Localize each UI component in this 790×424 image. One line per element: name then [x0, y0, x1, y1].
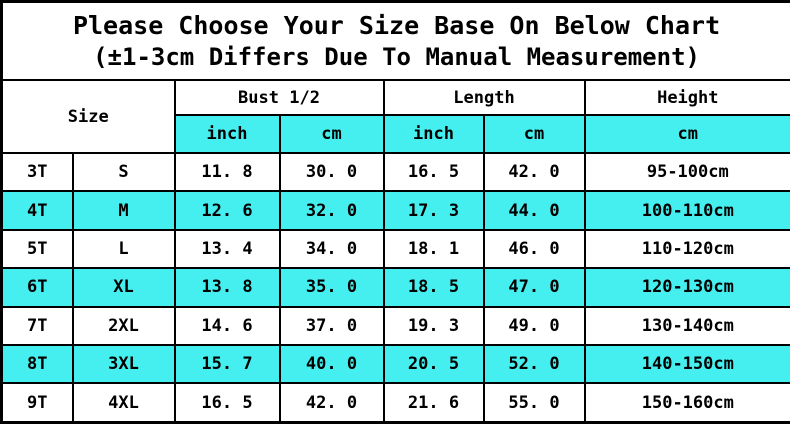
cell-bust-inch: 12. 6	[173, 190, 281, 231]
unit-length-inch: inch	[382, 114, 485, 154]
chart-title-cell: Please Choose Your Size Base On Below Ch…	[0, 0, 790, 81]
cell-length-inch: 19. 3	[382, 305, 485, 346]
cell-size-t: 3T	[0, 151, 74, 193]
cell-length-inch: 21. 6	[382, 382, 485, 424]
cell-bust-inch: 16. 5	[173, 382, 281, 424]
unit-height-cm: cm	[583, 114, 790, 154]
cell-length-inch: 18. 1	[382, 228, 485, 270]
cell-size-letter: XL	[71, 267, 176, 308]
cell-length-cm: 55. 0	[482, 382, 586, 424]
header-length: Length	[382, 79, 586, 116]
cell-bust-cm: 40. 0	[278, 343, 385, 385]
cell-bust-cm: 34. 0	[278, 228, 385, 270]
cell-bust-cm: 42. 0	[278, 382, 385, 424]
header-height: Height	[583, 79, 790, 116]
cell-height: 150-160cm	[583, 382, 790, 424]
group-header-row: Size Bust 1/2 Length Height	[0, 79, 790, 154]
title-row: Please Choose Your Size Base On Below Ch…	[0, 0, 790, 81]
cell-length-cm: 47. 0	[482, 267, 586, 308]
cell-size-t: 4T	[0, 190, 74, 231]
cell-size-t: 6T	[0, 267, 74, 308]
cell-length-inch: 18. 5	[382, 267, 485, 308]
table-row: 3T S 11. 8 30. 0 16. 5 42. 0 95-100cm	[0, 151, 790, 193]
header-bust: Bust 1/2	[173, 79, 385, 116]
cell-bust-cm: 37. 0	[278, 305, 385, 346]
cell-size-t: 8T	[0, 343, 74, 385]
cell-height: 120-130cm	[583, 267, 790, 308]
cell-bust-cm: 35. 0	[278, 267, 385, 308]
cell-length-cm: 49. 0	[482, 305, 586, 346]
table-row: 9T 4XL 16. 5 42. 0 21. 6 55. 0 150-160cm	[0, 382, 790, 424]
table-row: 5T L 13. 4 34. 0 18. 1 46. 0 110-120cm	[0, 228, 790, 270]
cell-size-t: 9T	[0, 382, 74, 424]
table-row: 4T M 12. 6 32. 0 17. 3 44. 0 100-110cm	[0, 190, 790, 231]
cell-size-letter: 4XL	[71, 382, 176, 424]
table-row: 7T 2XL 14. 6 37. 0 19. 3 49. 0 130-140cm	[0, 305, 790, 346]
cell-height: 130-140cm	[583, 305, 790, 346]
cell-length-inch: 20. 5	[382, 343, 485, 385]
cell-bust-inch: 13. 4	[173, 228, 281, 270]
cell-bust-inch: 14. 6	[173, 305, 281, 346]
unit-bust-inch: inch	[173, 114, 281, 154]
cell-bust-inch: 11. 8	[173, 151, 281, 193]
cell-size-letter: L	[71, 228, 176, 270]
table-row: 8T 3XL 15. 7 40. 0 20. 5 52. 0 140-150cm	[0, 343, 790, 385]
cell-size-t: 5T	[0, 228, 74, 270]
unit-header-row: inch cm inch cm cm	[2, 114, 790, 154]
cell-bust-cm: 32. 0	[278, 190, 385, 231]
unit-bust-cm: cm	[278, 114, 385, 154]
page-title: Please Choose Your Size Base On Below Ch…	[72, 10, 721, 40]
header-size: Size	[0, 79, 176, 154]
table-row: 6T XL 13. 8 35. 0 18. 5 47. 0 120-130cm	[0, 267, 790, 308]
unit-length-cm: cm	[482, 114, 586, 154]
cell-size-t: 7T	[0, 305, 74, 346]
cell-bust-inch: 13. 8	[173, 267, 281, 308]
cell-bust-inch: 15. 7	[173, 343, 281, 385]
cell-size-letter: 2XL	[71, 305, 176, 346]
cell-size-letter: S	[71, 151, 176, 193]
cell-height: 95-100cm	[583, 151, 790, 193]
cell-height: 140-150cm	[583, 343, 790, 385]
cell-length-cm: 46. 0	[482, 228, 586, 270]
cell-length-inch: 16. 5	[382, 151, 485, 193]
cell-height: 110-120cm	[583, 228, 790, 270]
page-subtitle: (±1-3cm Differs Due To Manual Measuremen…	[93, 43, 700, 72]
cell-length-cm: 52. 0	[482, 343, 586, 385]
cell-height: 100-110cm	[583, 190, 790, 231]
cell-bust-cm: 30. 0	[278, 151, 385, 193]
cell-length-cm: 44. 0	[482, 190, 586, 231]
cell-size-letter: M	[71, 190, 176, 231]
cell-length-cm: 42. 0	[482, 151, 586, 193]
cell-size-letter: 3XL	[71, 343, 176, 385]
cell-length-inch: 17. 3	[382, 190, 485, 231]
